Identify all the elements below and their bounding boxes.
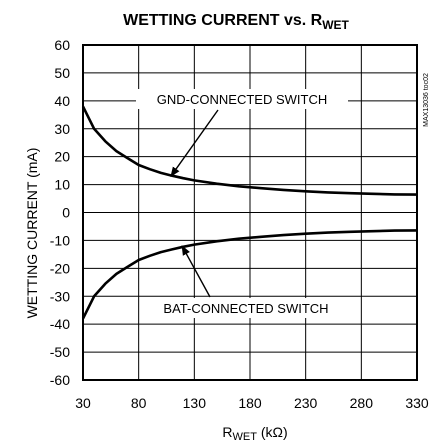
x-tick-label: 330 (405, 395, 429, 411)
y-tick-label: 50 (54, 65, 70, 81)
y-tick-label: -10 (50, 232, 70, 248)
y-tick-label: 40 (54, 93, 70, 109)
x-tick-label: 130 (183, 395, 207, 411)
y-tick-label: 60 (54, 37, 70, 53)
y-tick-label: 0 (62, 205, 70, 221)
figure-code: MAX13036 toc02 (423, 73, 430, 127)
x-tick-label: 230 (294, 395, 318, 411)
x-axis-label-main: R (222, 424, 232, 440)
chart-title-subscript: WET (322, 18, 349, 32)
bat-switch-curve (81, 229, 418, 320)
series-group (81, 105, 418, 320)
y-tick-label: 20 (54, 149, 70, 165)
y-tick-label: 30 (54, 121, 70, 137)
annotation-label-bg (140, 298, 352, 318)
annotation-label: BAT-CONNECTED SWITCH (163, 301, 328, 316)
gnd-switch-curve (81, 105, 418, 196)
y-axis-label: WETTING CURRENT (mA) (24, 148, 40, 319)
y-tick-label: -20 (50, 260, 70, 276)
y-tick-label: 10 (54, 177, 70, 193)
x-tick-label: 30 (75, 395, 91, 411)
annotation-arrow (170, 109, 219, 178)
y-tick-label: -60 (50, 372, 70, 388)
x-tick-labels: 30 80 130 180 230 280 330 (75, 395, 429, 411)
annotation-label-bg (136, 89, 348, 109)
x-axis-label-subscript: WET (232, 431, 257, 443)
annotations: GND-CONNECTED SWITCH BAT-CONNECTED SWITCH (136, 89, 352, 318)
x-axis-label-unit: (kΩ) (257, 424, 288, 440)
x-tick-label: 80 (131, 395, 147, 411)
chart-title-main: WETTING CURRENT vs. R (123, 12, 323, 29)
annotation-arrow (181, 245, 211, 298)
x-axis-label: RWET (kΩ) (222, 424, 287, 443)
y-tick-labels: 60 50 40 30 20 10 0 -10 -20 -30 -40 -50 -60 (50, 37, 70, 388)
y-tick-label: -30 (50, 288, 70, 304)
annotation-label: GND-CONNECTED SWITCH (157, 92, 327, 107)
chart-title: WETTING CURRENT vs. RWET (123, 12, 349, 32)
x-tick-label: 280 (350, 395, 374, 411)
y-tick-label: -40 (50, 316, 70, 332)
x-tick-label: 180 (238, 395, 262, 411)
y-tick-label: -50 (50, 344, 70, 360)
plot-frame (82, 44, 418, 381)
grid (82, 44, 418, 381)
